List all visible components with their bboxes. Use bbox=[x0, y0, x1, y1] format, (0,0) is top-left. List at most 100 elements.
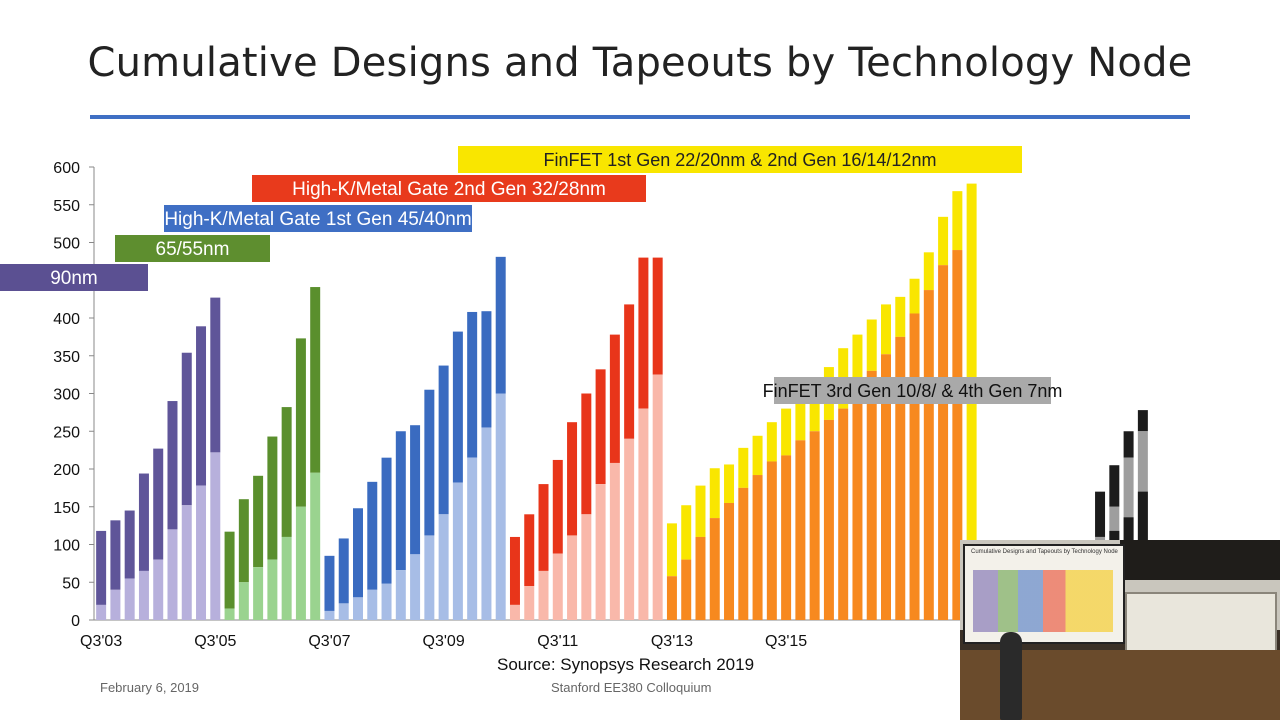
bar-segment-upper bbox=[809, 379, 820, 432]
bar-segment-lower bbox=[96, 604, 107, 620]
bar-segment-lower bbox=[238, 582, 249, 620]
bar-segment-lower bbox=[724, 502, 735, 620]
slide-title: Cumulative Designs and Tapeouts by Techn… bbox=[87, 40, 1193, 86]
bar-segment-lower bbox=[481, 427, 492, 620]
node-label-text: 90nm bbox=[50, 268, 98, 289]
inset-projection-screen: Cumulative Designs and Tapeouts by Techn… bbox=[963, 544, 1125, 644]
y-tick-label: 200 bbox=[53, 462, 80, 479]
bar-segment-lower bbox=[881, 354, 891, 620]
bar-segment-upper bbox=[1109, 465, 1120, 507]
bar-segment-lower bbox=[167, 529, 178, 620]
bar-segment-lower bbox=[923, 290, 934, 620]
bar-segment-upper bbox=[238, 499, 249, 583]
bar-segment-upper bbox=[253, 475, 264, 568]
bar-segment-lower bbox=[909, 313, 920, 620]
x-tick-label: Q3'07 bbox=[308, 633, 350, 650]
y-tick-label: 500 bbox=[53, 236, 80, 253]
bar-segment-upper bbox=[681, 505, 692, 560]
bar-segment-lower bbox=[353, 597, 363, 620]
bar-segment-lower bbox=[267, 559, 278, 620]
bar-segment-upper bbox=[781, 408, 792, 456]
bar-segment-lower bbox=[138, 570, 149, 620]
bar-segment-upper bbox=[196, 326, 207, 486]
y-tick-label: 600 bbox=[53, 160, 80, 177]
bar-segment-lower bbox=[567, 535, 578, 620]
bar-segment-lower bbox=[381, 583, 392, 620]
bar-segment-lower bbox=[952, 250, 963, 621]
y-tick-label: 0 bbox=[71, 613, 80, 630]
inset-slide-title: Cumulative Designs and Tapeouts by Techn… bbox=[971, 549, 1118, 555]
inset-ceiling bbox=[1120, 540, 1280, 580]
y-tick-label: 150 bbox=[53, 500, 80, 517]
bar-segment-upper bbox=[538, 484, 549, 571]
bar-segment-lower bbox=[709, 518, 720, 620]
node-label-band bbox=[115, 235, 270, 262]
bar-segment-upper bbox=[224, 531, 235, 609]
bar-segment-upper bbox=[310, 287, 321, 473]
bar-segment-upper bbox=[881, 304, 891, 355]
bar-segment-lower bbox=[838, 408, 849, 620]
bar-segment-lower bbox=[295, 506, 306, 620]
bar-segment-lower bbox=[866, 370, 877, 620]
bar-segment-upper bbox=[752, 435, 763, 476]
bar-segment-upper bbox=[1137, 410, 1148, 432]
bar-segment-lower bbox=[495, 393, 506, 620]
y-tick-label: 250 bbox=[53, 424, 80, 441]
node-label-band bbox=[458, 146, 1022, 173]
bar-segment-upper bbox=[738, 447, 749, 488]
title-underline bbox=[90, 115, 1190, 119]
y-tick-label: 550 bbox=[53, 198, 80, 215]
bar-segment-upper bbox=[338, 538, 349, 604]
bar-segment-lower bbox=[281, 536, 292, 620]
bar-segment-upper bbox=[381, 457, 392, 584]
bar-segment-lower bbox=[795, 440, 806, 620]
bar-segment-upper bbox=[96, 530, 107, 605]
y-tick-label: 400 bbox=[53, 311, 80, 328]
bar-segment-upper bbox=[552, 459, 563, 554]
bar-segment-upper bbox=[524, 514, 535, 587]
x-tick-label: Q3'03 bbox=[80, 633, 122, 650]
bar-segment-lower bbox=[624, 438, 635, 620]
bar-segment-upper bbox=[852, 334, 863, 390]
bar-segment-lower bbox=[124, 578, 135, 620]
bar-segment-lower bbox=[809, 431, 820, 620]
bar-segment-upper bbox=[509, 536, 520, 605]
bar-segment-lower bbox=[338, 603, 349, 620]
inset-slide-chart bbox=[973, 570, 1113, 632]
bar-segment-upper bbox=[481, 311, 492, 428]
bar-segment-upper bbox=[1123, 431, 1134, 458]
bar-segment-upper bbox=[181, 352, 192, 506]
bar-segment-upper bbox=[923, 252, 934, 291]
bar-segment-lower bbox=[153, 559, 164, 620]
bar-segment-upper bbox=[495, 256, 506, 394]
y-tick-label: 50 bbox=[62, 575, 80, 592]
bar-segment-lower bbox=[410, 554, 421, 620]
source-note: Source: Synopsys Research 2019 bbox=[497, 655, 755, 674]
bar-segment-lower bbox=[253, 567, 264, 620]
bar-segment-upper bbox=[652, 257, 663, 375]
bar-segment-lower bbox=[452, 482, 463, 620]
bar-segment-lower bbox=[210, 452, 221, 620]
bar-segment-lower bbox=[110, 589, 121, 620]
bar-segment-upper bbox=[124, 510, 135, 579]
bar-segment-lower bbox=[652, 374, 663, 620]
bar-segment-upper bbox=[567, 422, 578, 536]
bar-segment-upper bbox=[909, 278, 920, 314]
bar-segment-upper bbox=[695, 485, 706, 537]
bar-segment-upper bbox=[410, 425, 421, 555]
bar-segment-lower bbox=[181, 505, 192, 620]
bar-segment-upper bbox=[724, 464, 735, 503]
node-label-band bbox=[774, 377, 1051, 404]
node-label-text: FinFET 1st Gen 22/20nm & 2nd Gen 16/14/1… bbox=[544, 150, 937, 170]
bar-segment-upper bbox=[295, 338, 306, 507]
bar-segment-lower bbox=[224, 608, 235, 620]
y-tick-label: 300 bbox=[53, 387, 80, 404]
bar-segment-lower bbox=[524, 586, 535, 620]
bar-segment-lower bbox=[781, 455, 792, 620]
bar-segment-lower bbox=[538, 570, 549, 620]
bar-segment-upper bbox=[438, 365, 449, 515]
bar-segment-upper bbox=[138, 473, 149, 571]
bar-segment-upper bbox=[795, 395, 806, 441]
x-tick-label: Q3'05 bbox=[194, 633, 236, 650]
bar-segment-upper bbox=[866, 319, 877, 371]
